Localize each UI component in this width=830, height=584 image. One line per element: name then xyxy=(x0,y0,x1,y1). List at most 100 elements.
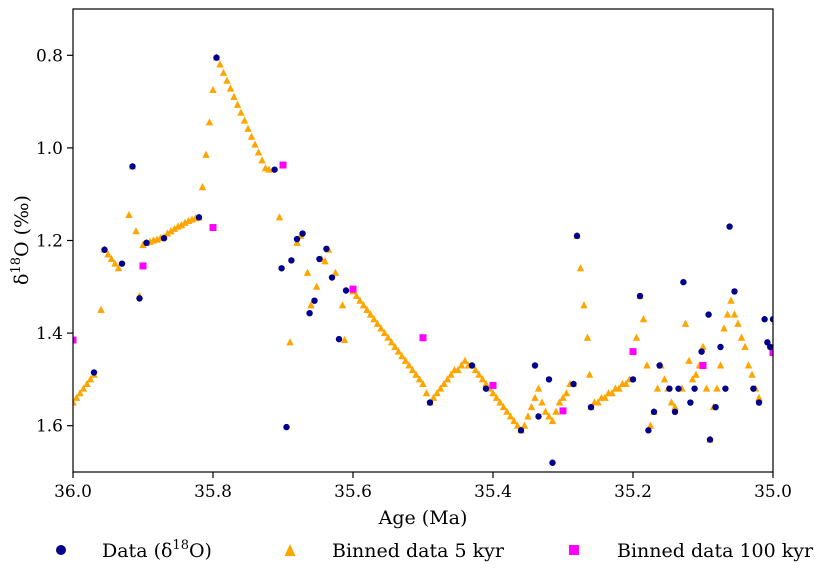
point-bin5 xyxy=(741,342,749,350)
point-bin5 xyxy=(377,324,385,332)
point-data xyxy=(271,166,278,173)
point-data xyxy=(650,408,658,416)
plot-frame xyxy=(72,8,774,473)
point-bin5 xyxy=(230,92,238,100)
point-bin5 xyxy=(506,412,515,420)
point-data xyxy=(482,385,490,392)
point-bin5 xyxy=(408,365,417,374)
point-bin5 xyxy=(744,361,753,369)
point-bin5 xyxy=(286,338,294,346)
point-bin5 xyxy=(240,116,249,124)
x-tick-label: 35.0 xyxy=(754,482,792,502)
y-tick-label: 1.6 xyxy=(36,417,63,437)
point-bin5 xyxy=(622,379,630,388)
y-axis-title-sup: 18 xyxy=(9,257,24,274)
point-bin100 xyxy=(559,407,567,415)
point-bin5 xyxy=(639,315,648,323)
x-tick-label: 36.0 xyxy=(54,482,92,502)
point-bin5 xyxy=(723,310,732,318)
point-bin5 xyxy=(391,342,399,350)
point-bin5 xyxy=(737,333,746,341)
point-data xyxy=(316,255,323,263)
legend-item-data: Data (δ18O) xyxy=(56,538,212,562)
x-tick-label: 35.2 xyxy=(614,482,652,502)
point-bin5 xyxy=(76,389,84,397)
point-bin5 xyxy=(216,60,224,68)
x-axis: 36.0 35.8 35.6 35.4 35.2 35.0 xyxy=(54,472,792,502)
point-data xyxy=(278,265,285,272)
point-bin5 xyxy=(233,100,242,108)
point-bin5 xyxy=(209,85,217,94)
point-bin5 xyxy=(352,291,361,300)
point-bin5 xyxy=(454,365,462,374)
point-bin100 xyxy=(419,334,427,342)
point-data xyxy=(764,339,771,346)
point-data xyxy=(342,287,350,294)
point-bin100 xyxy=(279,161,287,169)
y-axis: 0.8 1.0 1.2 1.4 1.6 xyxy=(36,46,73,437)
point-bin5 xyxy=(681,319,690,327)
point-bin5 xyxy=(251,140,259,148)
point-bin5 xyxy=(205,118,214,126)
point-bin5 xyxy=(247,132,256,140)
point-data xyxy=(755,399,763,406)
legend-item-bin5: Binned data 5 kyr xyxy=(284,540,505,562)
point-bin5 xyxy=(139,240,147,249)
point-bin5 xyxy=(163,229,172,237)
point-bin5 xyxy=(555,398,564,406)
point-bin5 xyxy=(125,210,133,219)
point-bin5 xyxy=(73,398,77,406)
point-data xyxy=(666,385,673,392)
point-bin5 xyxy=(632,333,641,341)
point-bin5 xyxy=(716,361,725,369)
point-bin5 xyxy=(461,356,469,364)
point-data xyxy=(136,295,143,302)
point-bin5 xyxy=(219,68,228,76)
point-data xyxy=(129,163,136,170)
point-bin5 xyxy=(321,257,329,265)
point-bin5 xyxy=(111,259,119,267)
point-bin5 xyxy=(340,335,349,344)
point-data xyxy=(698,348,705,355)
y-tick-label: 1.2 xyxy=(36,232,63,252)
point-bin5 xyxy=(79,384,88,392)
point-bin5 xyxy=(699,342,707,350)
legend-label-bin100: Binned data 100 kyr xyxy=(617,540,814,562)
point-data xyxy=(535,413,542,420)
point-bin5 xyxy=(83,379,91,388)
point-bin5 xyxy=(562,389,571,397)
legend-item-bin100: Binned data 100 kyr xyxy=(569,540,814,562)
point-data xyxy=(656,362,663,369)
point-bin5 xyxy=(198,183,207,191)
point-bin5 xyxy=(727,296,735,304)
legend: Data (δ18O) Binned data 5 kyr Binned dat… xyxy=(56,538,814,562)
y-tick-label: 1.0 xyxy=(36,139,63,159)
point-data xyxy=(717,343,724,351)
point-bin5 xyxy=(585,370,594,378)
point-bin5 xyxy=(440,379,448,388)
point-bin5 xyxy=(415,375,424,383)
point-data xyxy=(335,335,343,343)
point-bin5 xyxy=(422,389,431,397)
point-bin5 xyxy=(223,76,231,84)
point-data xyxy=(587,403,595,411)
point-bin5 xyxy=(359,301,368,309)
point-bin5 xyxy=(475,370,483,378)
point-data xyxy=(731,288,738,295)
point-data xyxy=(671,408,679,416)
point-bin5 xyxy=(748,370,756,378)
point-bin100 xyxy=(489,381,497,389)
point-bin5 xyxy=(73,393,81,401)
point-data xyxy=(293,235,301,243)
point-bin5 xyxy=(436,384,445,392)
point-bin5 xyxy=(482,379,490,388)
point-bin5 xyxy=(387,338,396,346)
point-bin100 xyxy=(73,336,77,344)
point-bin5 xyxy=(258,156,266,164)
point-data xyxy=(706,436,714,443)
point-data xyxy=(687,399,694,406)
point-bin5 xyxy=(380,328,389,337)
point-bin5 xyxy=(755,393,763,401)
point-bin5 xyxy=(370,315,378,323)
